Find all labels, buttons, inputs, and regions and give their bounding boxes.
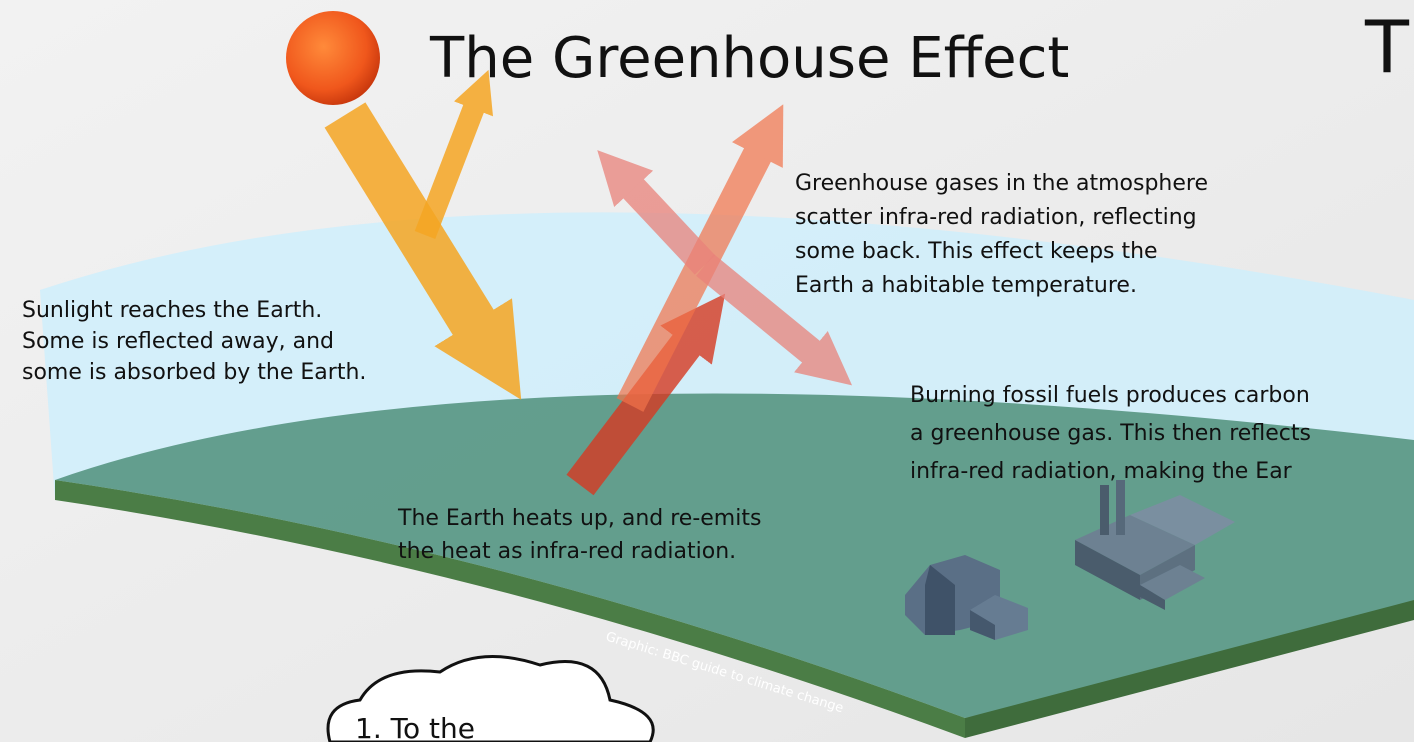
page: 1. To the The Greenhouse Effect T Sunlig… [0, 0, 1414, 742]
caption-line: scatter infra-red radiation, reflecting [795, 205, 1197, 230]
caption-line: some back. This effect keeps the [795, 239, 1158, 264]
slide: 1. To the The Greenhouse Effect T Sunlig… [0, 0, 1414, 742]
caption-line: Greenhouse gases in the atmosphere [795, 171, 1208, 196]
caption-line: a greenhouse gas. This then reflects [910, 421, 1311, 446]
caption-line: some is absorbed by the Earth. [22, 360, 366, 385]
caption-line: Earth a habitable temperature. [795, 273, 1137, 298]
caption-line: Some is reflected away, and [22, 329, 334, 354]
caption-line: Burning fossil fuels produces carbon [910, 383, 1310, 408]
caption-line: the heat as infra-red radiation. [398, 539, 736, 564]
sun [286, 11, 380, 105]
edge-title: T [1364, 5, 1410, 89]
caption-line: Sunlight reaches the Earth. [22, 298, 322, 323]
title: The Greenhouse Effect [429, 26, 1069, 91]
caption-line: infra-red radiation, making the Ear [910, 459, 1293, 484]
caption-line: The Earth heats up, and re-emits [397, 506, 761, 531]
cloud-text: 1. To the [355, 712, 475, 742]
